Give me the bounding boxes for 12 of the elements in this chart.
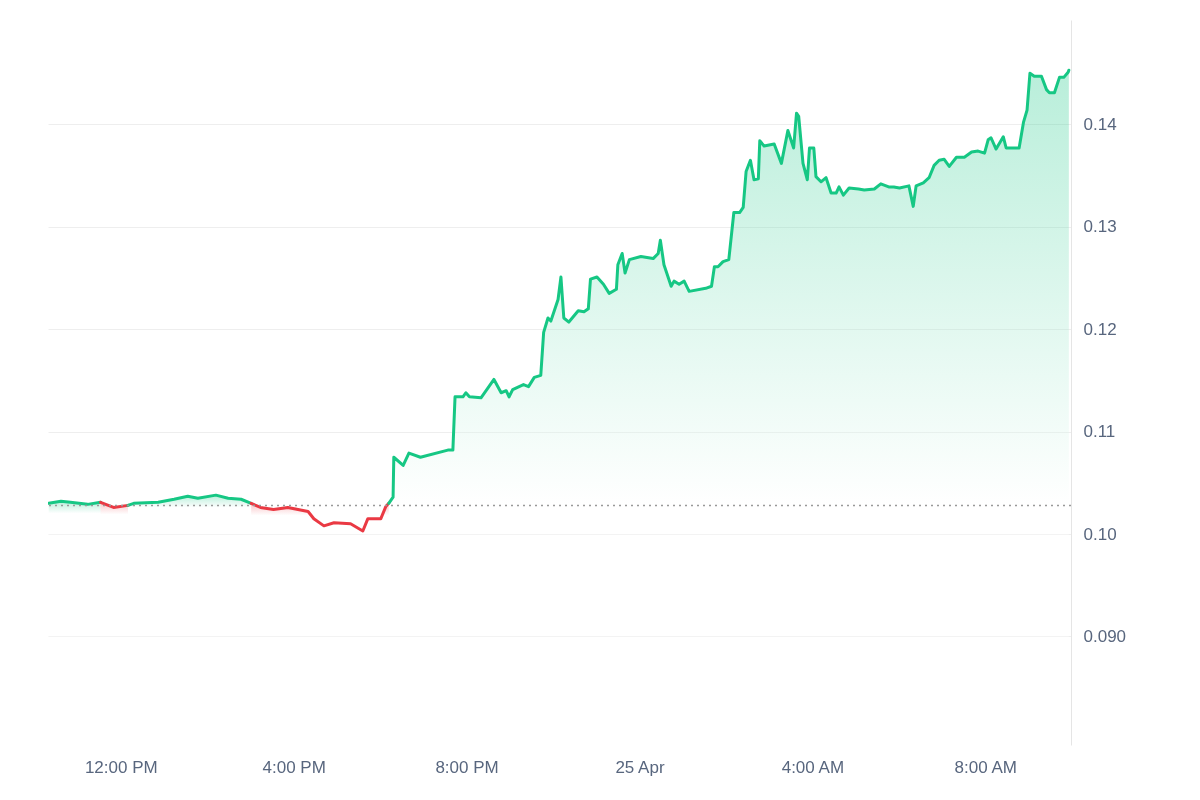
- x-tick-label: 25 Apr: [615, 757, 665, 777]
- x-tick-label: 8:00 PM: [435, 757, 499, 777]
- y-tick-label: 0.14: [1083, 114, 1117, 134]
- y-tick-label: 0.090: [1083, 626, 1127, 646]
- y-tick-label: 0.10: [1083, 524, 1117, 544]
- x-tick-label: 8:00 AM: [954, 757, 1017, 777]
- x-tick-label: 12:00 PM: [84, 757, 158, 777]
- y-tick-label: 0.11: [1083, 422, 1116, 442]
- y-tick-label: 0.12: [1083, 319, 1117, 339]
- x-tick-label: 4:00 AM: [781, 757, 845, 777]
- x-tick-label: 4:00 PM: [262, 757, 326, 777]
- y-tick-label: 0.13: [1083, 217, 1117, 237]
